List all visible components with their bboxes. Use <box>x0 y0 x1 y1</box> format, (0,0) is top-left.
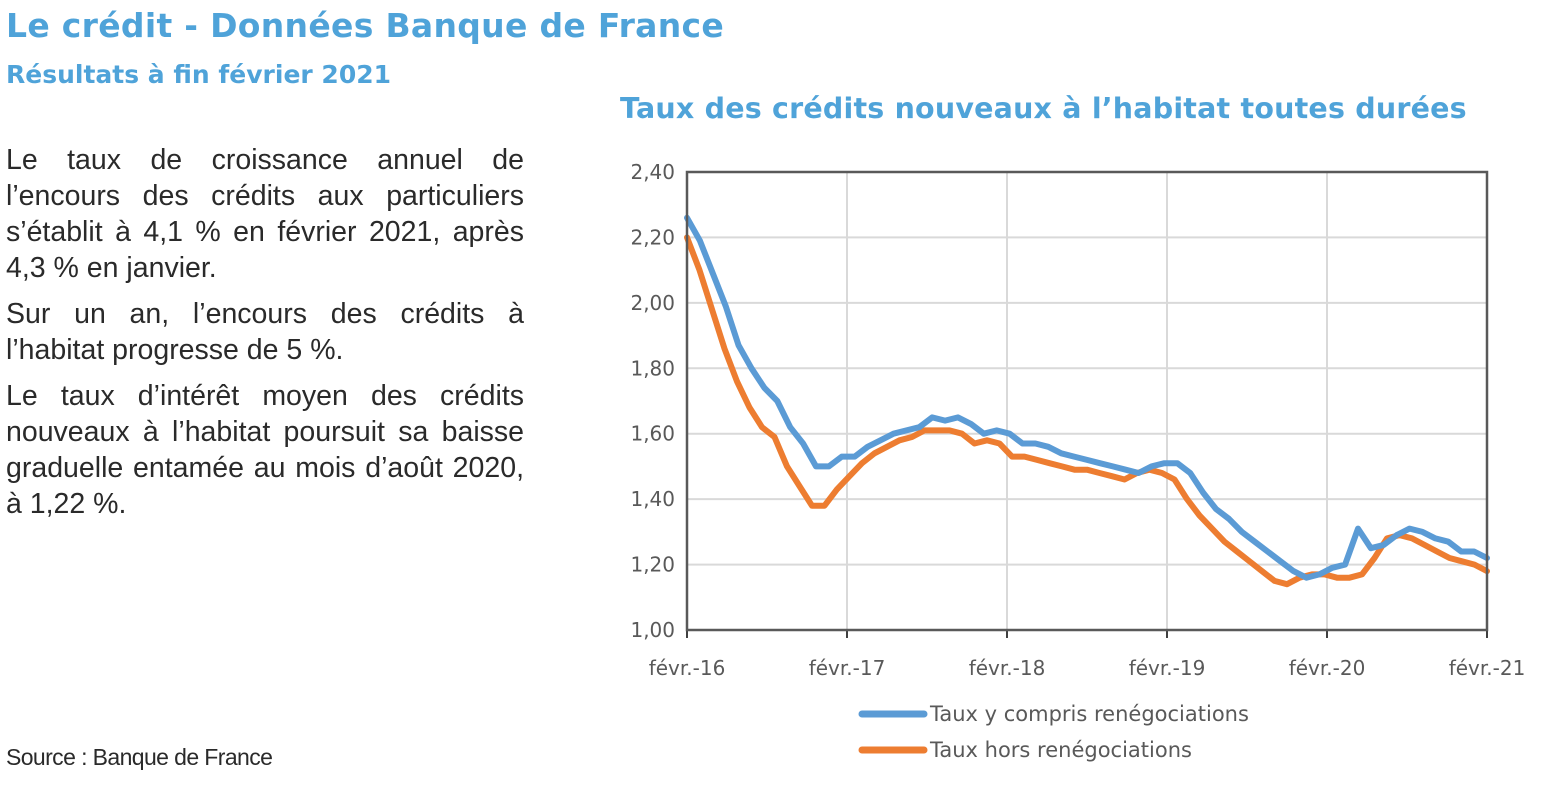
y-tick-label: 2,20 <box>630 225 675 249</box>
y-axis-ticks: 1,00 1,20 1,40 1,60 1,80 2,00 2,20 2,40 <box>630 160 675 642</box>
y-tick-label: 1,00 <box>630 618 675 642</box>
plot-frame <box>685 170 1489 632</box>
x-tick-label: févr.-18 <box>969 656 1046 680</box>
y-tick-label: 2,40 <box>630 160 675 184</box>
legend-label: Taux y compris renégociations <box>929 702 1249 726</box>
page-subtitle: Résultats à fin février 2021 <box>6 60 392 89</box>
y-tick-label: 1,80 <box>630 356 675 380</box>
axes <box>685 170 1489 638</box>
y-tick-label: 1,40 <box>630 487 675 511</box>
grid <box>687 171 1487 630</box>
x-tick-label: févr.-21 <box>1449 656 1526 680</box>
x-tick-label: févr.-20 <box>1289 656 1366 680</box>
legend-label: Taux hors renégociations <box>929 738 1192 762</box>
paragraph-1: Le taux de croissance annuel de l’encour… <box>6 144 524 284</box>
chart-title: Taux des crédits nouveaux à l’habitat to… <box>620 92 1467 125</box>
x-tick-label: févr.-16 <box>649 656 726 680</box>
y-tick-label: 1,20 <box>630 553 675 577</box>
paragraph-3: Le taux d’intérêt moyen des crédits nouv… <box>6 380 524 520</box>
page-title: Le crédit - Données Banque de France <box>6 6 725 45</box>
legend: Taux y compris renégociations Taux hors r… <box>858 702 1249 762</box>
series-line-hors-renegociations <box>684 234 1490 588</box>
x-axis-ticks: févr.-16 févr.-17 févr.-18 févr.-19 févr.-20… <box>649 656 1526 680</box>
paragraph-2: Sur un an, l’encours des crédits à l’hab… <box>6 298 524 366</box>
y-tick-label: 2,00 <box>630 291 675 315</box>
y-tick-label: 1,60 <box>630 422 675 446</box>
source-note: Source : Banque de France <box>6 744 273 770</box>
series-line-y-compris-renegociations <box>684 214 1490 581</box>
series-group <box>684 214 1490 588</box>
summary-text: Le taux de croissance annuel de l’encour… <box>6 142 524 532</box>
x-tick-label: févr.-19 <box>1129 656 1206 680</box>
x-tick-label: févr.-17 <box>809 656 886 680</box>
